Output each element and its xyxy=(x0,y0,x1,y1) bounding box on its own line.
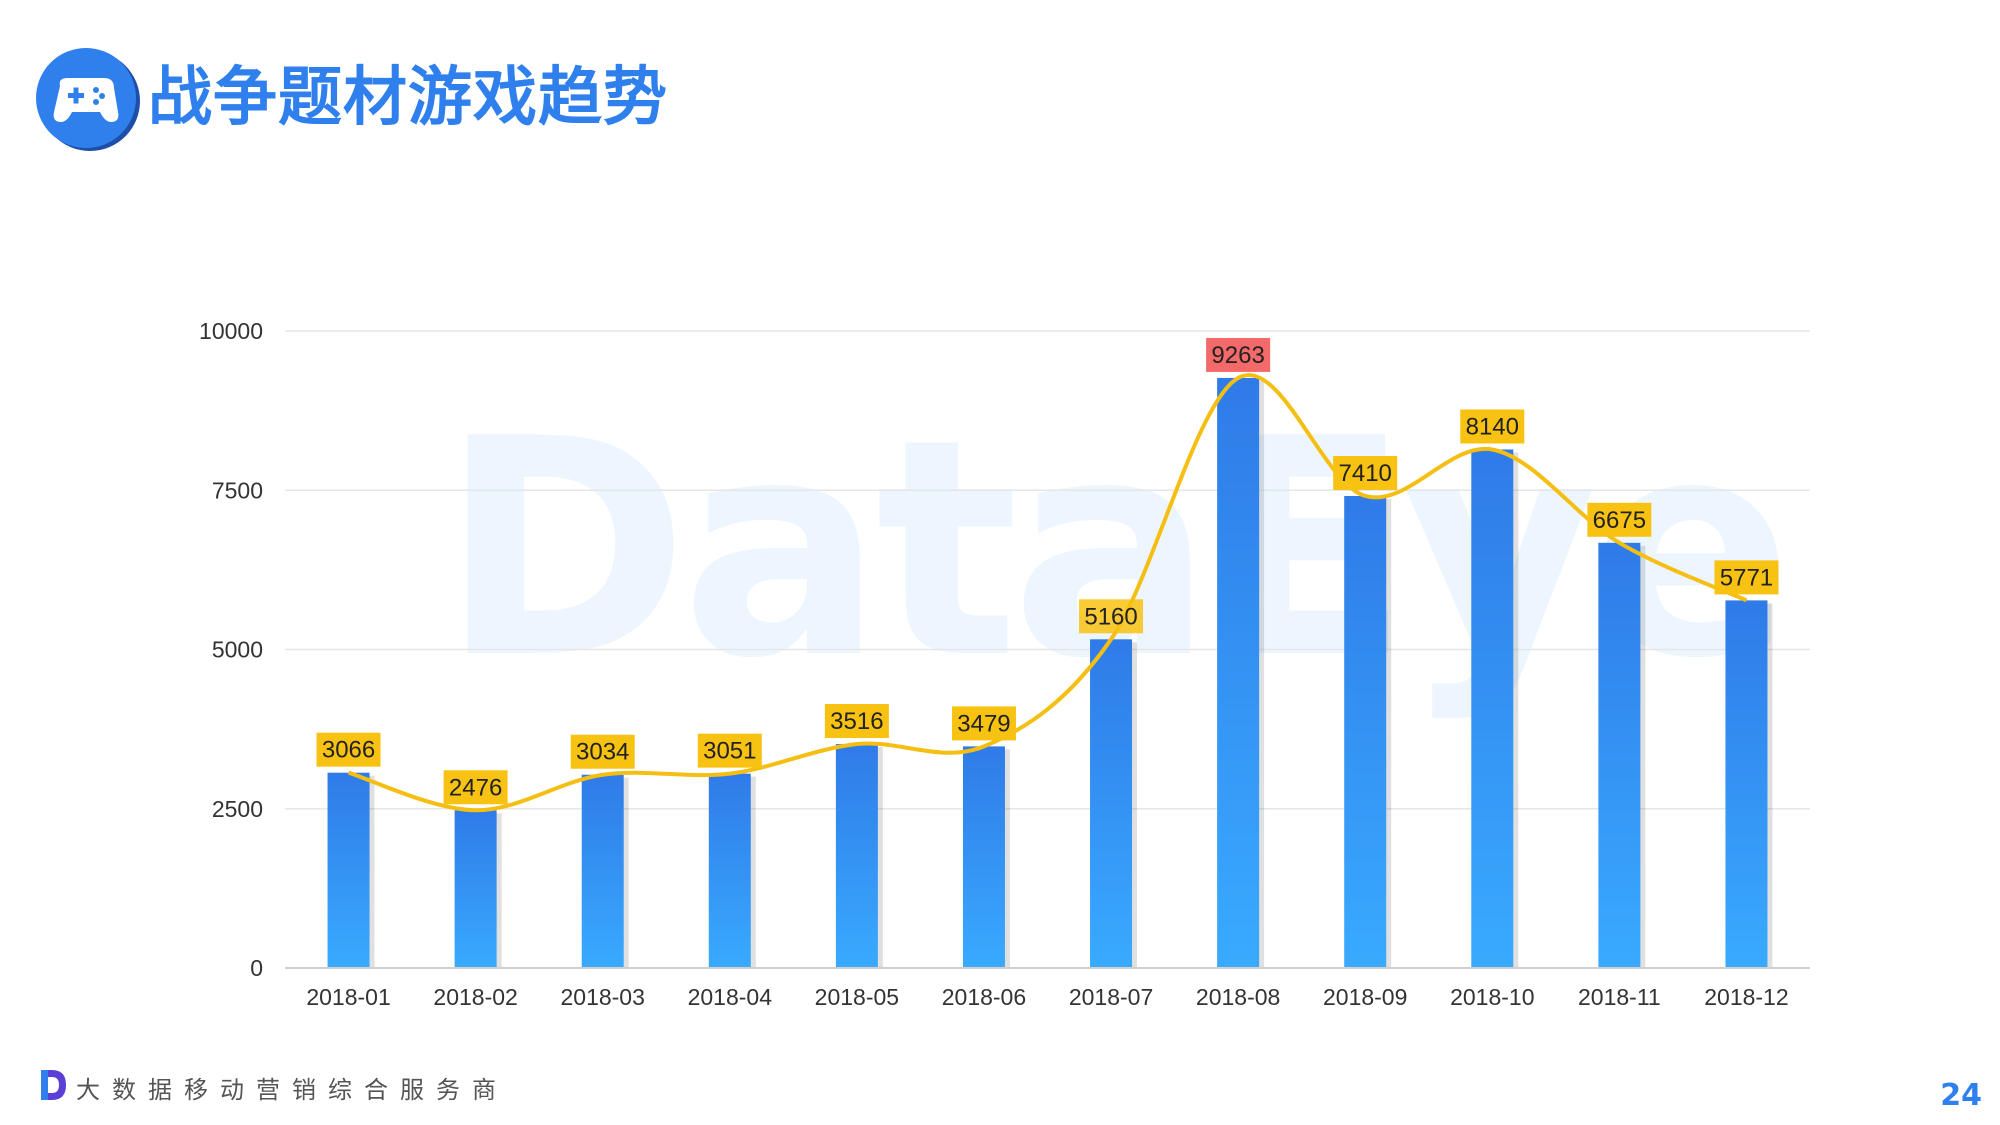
data-label-bg xyxy=(316,732,381,767)
data-label: 3051 xyxy=(703,738,756,765)
y-tick-label: 2500 xyxy=(212,796,263,822)
bar xyxy=(962,746,1005,968)
bar xyxy=(1217,377,1260,968)
bar xyxy=(708,773,751,968)
x-tick-label: 2018-12 xyxy=(1704,984,1788,1010)
x-tick-label: 2018-07 xyxy=(1069,984,1153,1010)
bar xyxy=(1090,639,1133,968)
page-title: 战争题材游戏趋势 xyxy=(148,61,668,135)
bar xyxy=(835,744,878,968)
data-label-bg xyxy=(1079,599,1144,634)
x-tick-label: 2018-06 xyxy=(942,984,1026,1010)
data-label: 3479 xyxy=(957,710,1010,737)
data-label: 8140 xyxy=(1466,413,1519,440)
x-tick-label: 2018-10 xyxy=(1450,984,1534,1010)
data-label-bg xyxy=(1714,560,1779,595)
y-tick-label: 5000 xyxy=(212,637,263,663)
gamepad-icon xyxy=(36,48,136,148)
bar xyxy=(1344,495,1387,968)
data-label-bg xyxy=(1460,409,1525,444)
x-tick-label: 2018-09 xyxy=(1323,984,1407,1010)
data-label-bg xyxy=(570,734,635,769)
data-label-bg xyxy=(824,704,889,739)
bar xyxy=(581,774,624,968)
series-line xyxy=(347,373,1748,813)
x-tick-label: 2018-11 xyxy=(1578,984,1661,1010)
y-tick-label: 0 xyxy=(250,955,263,981)
data-label-bg xyxy=(951,706,1016,741)
data-label: 3066 xyxy=(322,737,375,764)
page-number: 24 xyxy=(1940,1078,1982,1113)
data-label: 3516 xyxy=(830,708,883,735)
x-tick-label: 2018-05 xyxy=(815,984,899,1010)
bar xyxy=(1598,542,1641,968)
data-label-bg xyxy=(697,733,762,768)
x-tick-label: 2018-01 xyxy=(306,984,390,1010)
x-tick-label: 2018-04 xyxy=(688,984,773,1010)
data-label: 6675 xyxy=(1593,507,1646,534)
data-label-bg xyxy=(1333,455,1398,490)
footer-slogan: 大数据移动营销综合服务商 xyxy=(76,1076,508,1104)
trend-chart: 3066 2476 3034 3051 3516 3479 5160 9263 7410 8140… xyxy=(199,318,1810,1010)
y-tick-label: 10000 xyxy=(199,318,263,344)
footer: 大数据移动营销综合服务商 xyxy=(38,1066,638,1106)
data-label: 3034 xyxy=(576,739,629,766)
data-label-bg xyxy=(1206,337,1271,372)
data-label: 7410 xyxy=(1339,460,1392,487)
data-label: 5771 xyxy=(1720,564,1773,591)
data-label: 9263 xyxy=(1211,342,1264,369)
bar xyxy=(327,772,370,968)
x-tick-label: 2018-02 xyxy=(433,984,517,1010)
bar xyxy=(454,810,497,968)
data-label-bg xyxy=(443,770,508,805)
x-tick-label: 2018-03 xyxy=(560,984,644,1010)
data-label: 2476 xyxy=(449,774,502,801)
dataeye-d-icon xyxy=(41,1070,66,1100)
bar xyxy=(1471,449,1514,968)
data-label-bg xyxy=(1587,502,1652,537)
y-tick-label: 7500 xyxy=(212,477,263,503)
data-label: 5160 xyxy=(1084,603,1137,630)
bar xyxy=(1725,600,1768,968)
x-tick-label: 2018-08 xyxy=(1196,984,1280,1010)
header: 战争题材游戏趋势 xyxy=(36,48,1236,152)
